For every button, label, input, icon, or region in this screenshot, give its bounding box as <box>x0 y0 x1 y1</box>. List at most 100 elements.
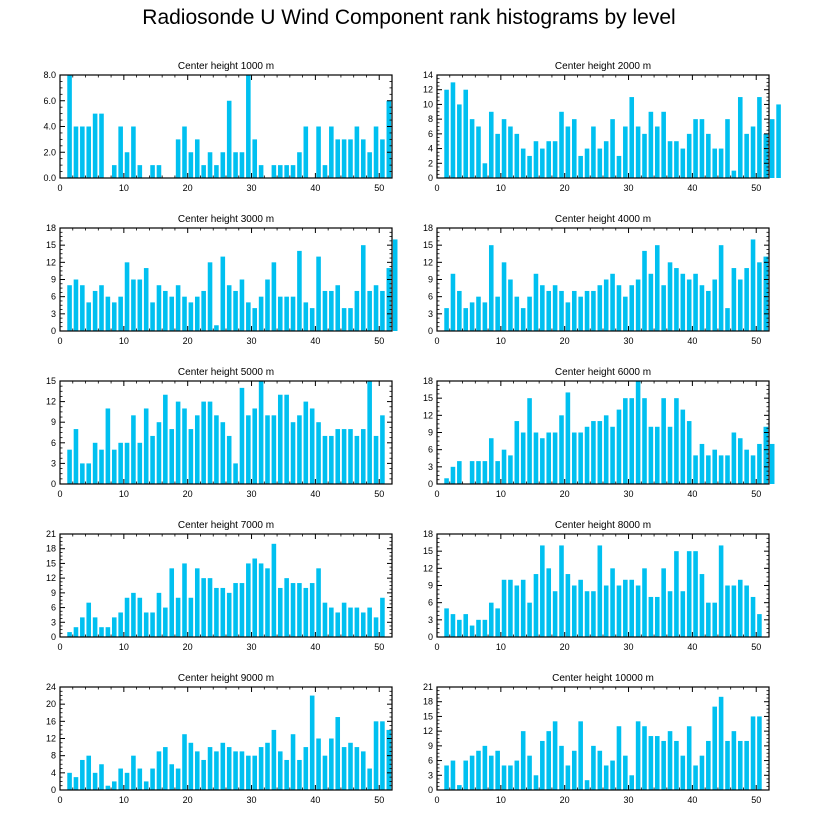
histogram-bar <box>699 443 705 484</box>
histogram-bar <box>284 578 289 637</box>
histogram-bar <box>552 591 558 637</box>
y-tick-label: 6 <box>51 438 56 448</box>
histogram-bar <box>495 608 500 637</box>
x-tick-label: 40 <box>687 795 697 805</box>
histogram-bar <box>725 740 730 790</box>
panel-title: Center height 5000 m <box>178 367 274 378</box>
histogram-bar <box>578 296 583 331</box>
histogram-bar <box>482 619 488 637</box>
histogram-bar <box>757 716 762 790</box>
histogram-bar <box>258 165 264 179</box>
histogram-bar <box>731 731 737 790</box>
histogram-bar <box>559 290 564 331</box>
histogram-bar <box>239 583 245 637</box>
x-tick-label: 30 <box>247 642 257 652</box>
histogram-bar <box>169 296 175 331</box>
histogram-bar <box>194 139 200 179</box>
panel-title: Center height 7000 m <box>178 520 274 531</box>
y-tick-label: 3 <box>51 309 56 319</box>
histogram-bar <box>565 126 571 178</box>
histogram-bar <box>73 429 79 484</box>
histogram-bar <box>271 415 277 484</box>
histogram-bar <box>476 126 481 178</box>
histogram-bar <box>508 279 513 331</box>
histogram-bar <box>99 449 104 484</box>
histogram-bar <box>201 578 206 637</box>
histogram-bar <box>163 290 168 331</box>
histogram-bar <box>469 302 475 331</box>
histogram-bar <box>290 296 296 331</box>
histogram-bar <box>737 740 743 790</box>
y-tick-label: 0 <box>428 326 433 336</box>
histogram-panel-3: Center height 3000 m 0 3 6 9 12 15 18 0 10 20 30 40 5… <box>46 214 398 346</box>
x-tick-label: 30 <box>624 336 634 346</box>
y-tick-label: 8.0 <box>43 70 56 80</box>
histogram-bar <box>380 597 385 637</box>
histogram-bar <box>131 592 136 637</box>
histogram-bar <box>642 250 647 331</box>
histogram-bar <box>769 443 775 484</box>
y-tick-label: 12 <box>423 726 433 736</box>
panel-title: Center height 2000 m <box>555 61 651 72</box>
histogram-bar <box>271 262 277 331</box>
histogram-bar <box>559 111 564 178</box>
histogram-bar <box>603 141 609 178</box>
y-tick-label: 18 <box>423 529 433 539</box>
histogram-bar <box>546 141 552 178</box>
histogram-bar <box>514 421 520 484</box>
histogram-bar <box>239 751 245 791</box>
y-tick-label: 15 <box>423 546 433 556</box>
histogram-bar <box>597 285 603 331</box>
histogram-bar <box>552 141 558 178</box>
histogram-bar <box>335 612 341 637</box>
x-tick-label: 0 <box>434 336 439 346</box>
x-tick-label: 40 <box>687 336 697 346</box>
histogram-bar <box>610 119 615 178</box>
y-tick-label: 0.0 <box>43 173 56 183</box>
histogram-bar <box>578 579 583 637</box>
histogram-bar <box>99 627 104 637</box>
histogram-bar <box>131 755 136 790</box>
histogram-bar <box>348 742 353 790</box>
histogram-bar <box>246 563 251 637</box>
histogram-panel-5: Center height 5000 m 0 3 6 9 12 15 0 10 20 30 40 50 <box>46 367 393 499</box>
histogram-bar <box>444 308 449 331</box>
histogram-bar <box>271 729 277 790</box>
histogram-bar <box>80 759 85 790</box>
histogram-bar <box>182 126 187 178</box>
histogram-panel-2: Center height 2000 m 0 2 4 6 8 10 12 14 0 10 20 30 40… <box>423 61 781 193</box>
histogram-bar <box>354 435 360 484</box>
histogram-bar <box>591 421 596 484</box>
histogram-bar <box>233 751 238 791</box>
x-tick-label: 10 <box>496 336 506 346</box>
histogram-bar <box>277 751 283 791</box>
histogram-bar <box>603 415 609 484</box>
histogram-bar <box>501 449 507 484</box>
histogram-bar <box>258 563 264 637</box>
histogram-bar <box>386 268 392 331</box>
histogram-bar <box>540 438 545 484</box>
histogram-bar <box>156 165 162 179</box>
histogram-bar <box>654 426 660 484</box>
histogram-bar <box>137 279 143 331</box>
histogram-bar <box>188 429 194 484</box>
y-tick-label: 12 <box>423 257 433 267</box>
histogram-bar <box>610 273 615 331</box>
histogram-bar <box>143 612 149 637</box>
histogram-bar <box>635 126 641 178</box>
histogram-bar <box>111 449 117 484</box>
histogram-bar <box>495 296 500 331</box>
histogram-bar <box>194 568 200 637</box>
histogram-bar <box>763 133 769 178</box>
y-tick-label: 6 <box>428 756 433 766</box>
y-tick-label: 3 <box>428 615 433 625</box>
x-tick-label: 40 <box>310 336 320 346</box>
y-tick-label: 12 <box>46 573 56 583</box>
y-tick-label: 6 <box>428 292 433 302</box>
histogram-bar <box>163 394 168 484</box>
histogram-bar <box>699 574 705 637</box>
histogram-bar <box>297 759 302 790</box>
histogram-bar <box>207 152 213 178</box>
histogram-bar <box>252 408 258 484</box>
histogram-bar <box>520 308 526 331</box>
